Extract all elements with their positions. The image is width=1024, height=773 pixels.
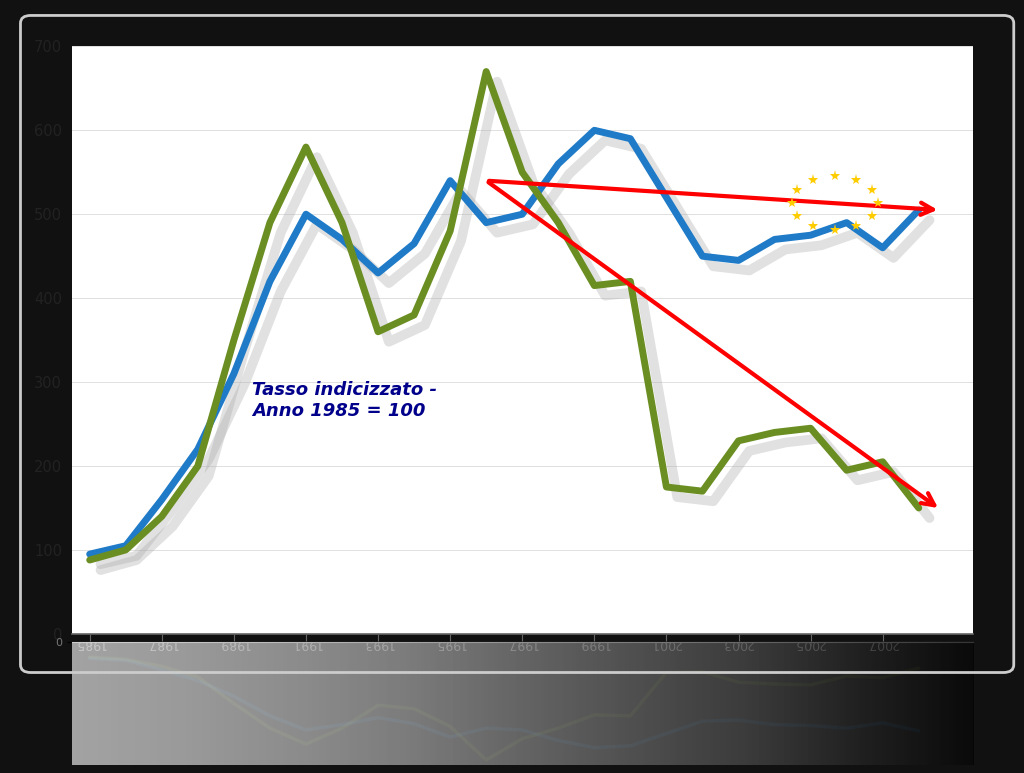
Text: Tasso indicizzato -
Anno 1985 = 100: Tasso indicizzato - Anno 1985 = 100	[252, 381, 437, 420]
